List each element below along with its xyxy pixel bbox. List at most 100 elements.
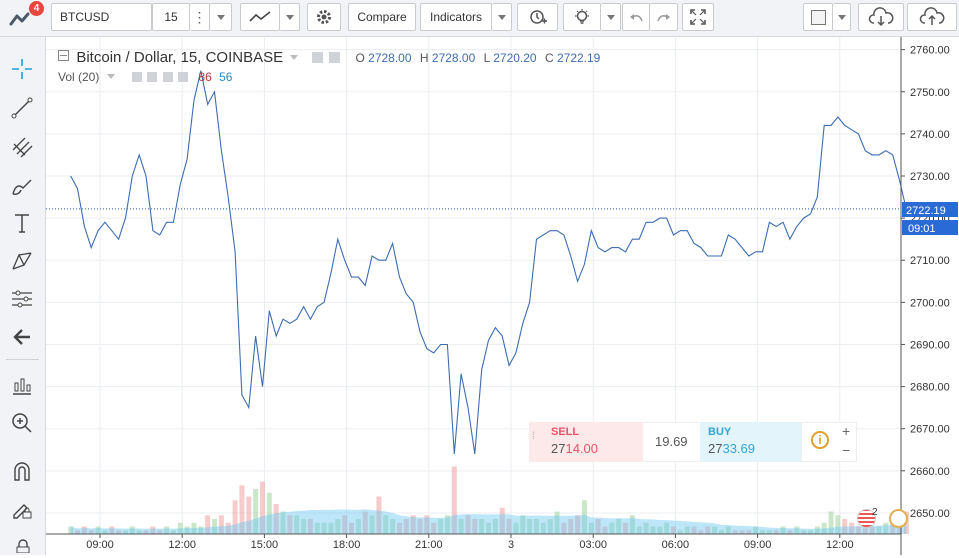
volume-bar <box>116 530 122 534</box>
notification-badge[interactable]: 4 <box>29 1 44 16</box>
event-count: 2 <box>872 507 878 518</box>
chart-style-dropdown[interactable] <box>280 3 300 31</box>
chevron-down-icon[interactable] <box>106 74 115 79</box>
redo-button[interactable] <box>650 3 678 31</box>
sell-price-main: 14.00 <box>565 441 599 456</box>
volume-bar <box>650 526 656 534</box>
undo-button[interactable] <box>622 3 650 31</box>
collapse-legend-icon[interactable] <box>58 50 69 61</box>
logo-cloud-icon[interactable] <box>8 8 36 30</box>
measure-tool[interactable] <box>8 285 36 313</box>
text-tool[interactable] <box>8 209 36 237</box>
volume-bar <box>855 526 861 534</box>
crosshair-tool[interactable] <box>8 55 36 83</box>
load-chart-button[interactable] <box>858 3 904 31</box>
layout-dropdown[interactable] <box>833 3 851 31</box>
quantity-plus-button[interactable]: + <box>842 423 851 439</box>
light-bulb-icon <box>575 9 589 24</box>
last-price-tag-bg <box>902 202 958 217</box>
zoom-in-icon <box>12 413 32 433</box>
hints-dropdown[interactable] <box>601 3 621 31</box>
chart-area[interactable]: 2650.00 2660.00 2670.00 2680.00 2690.00 2700.… <box>46 37 959 555</box>
drawing-toolbar <box>0 37 46 555</box>
volume-bar <box>225 522 231 534</box>
title-dropdown-icon[interactable] <box>290 55 299 60</box>
low-value: 2720.20 <box>493 51 537 65</box>
lock-drawing-tool[interactable] <box>8 495 36 523</box>
close-label: C <box>544 51 554 65</box>
bars-pattern-tool[interactable] <box>8 371 36 399</box>
settings-icon[interactable] <box>311 52 323 63</box>
volume-indicator-label[interactable]: Vol (20) <box>58 70 100 84</box>
buy-label: BUY <box>708 426 732 438</box>
pitchfork-tool[interactable] <box>8 133 36 161</box>
compare-button[interactable]: Compare <box>348 3 416 31</box>
alert-button[interactable] <box>517 3 558 31</box>
time-tick-label: 21:00 <box>415 539 443 551</box>
fullscreen-button[interactable] <box>682 3 714 31</box>
volume-bar <box>205 515 211 534</box>
hide-toolbar-button[interactable] <box>8 323 36 351</box>
volume-bar <box>246 496 252 534</box>
crosshair-icon <box>12 59 32 79</box>
magnet-tool[interactable] <box>8 457 36 485</box>
volume-bar <box>876 526 882 534</box>
volume-bar <box>212 519 218 534</box>
interval-button[interactable]: 15 <box>152 3 190 31</box>
volume-bar <box>807 530 813 534</box>
drag-handle-icon[interactable]: ⁞ <box>532 431 535 442</box>
volume-value-up: 56 <box>219 70 233 84</box>
sell-price-prefix: 27 <box>551 441 566 456</box>
volume-bar <box>232 500 238 534</box>
sell-price: 2714.00 <box>551 441 598 456</box>
chart-style-button[interactable] <box>240 3 280 31</box>
indicators-button[interactable]: Indicators <box>420 3 492 31</box>
volume-bar <box>273 504 279 534</box>
volume-bar <box>643 522 649 534</box>
layout-button[interactable] <box>803 3 833 31</box>
volume-bar <box>362 511 368 534</box>
time-tick-label: 12:00 <box>168 539 196 551</box>
close-icon[interactable] <box>178 72 189 82</box>
redo-icon <box>656 14 670 22</box>
volume-bar <box>314 522 320 534</box>
buy-price-main: 33.69 <box>722 441 756 456</box>
settings-icon[interactable] <box>147 72 158 82</box>
brush-tool[interactable] <box>8 173 36 201</box>
interval-dropdown[interactable] <box>210 3 232 31</box>
gear-icon <box>317 10 331 24</box>
buy-button[interactable]: BUY 2733.69 <box>700 422 801 462</box>
volume-bar <box>732 530 738 534</box>
economic-event-flag-icon[interactable] <box>857 509 876 528</box>
arrow-left-icon <box>13 329 30 345</box>
volume-bar <box>814 526 820 534</box>
symbol-title[interactable]: Bitcoin / Dollar, 15, COINBASE <box>76 49 284 66</box>
volume-bar <box>321 522 327 534</box>
close-icon[interactable] <box>329 52 341 63</box>
symbol-input[interactable]: BTCUSD <box>51 3 152 31</box>
save-chart-button[interactable] <box>907 3 957 31</box>
chart-legend: Bitcoin / Dollar, 15, COINBASE O 2728.00… <box>58 49 600 66</box>
economic-event-flag-icon[interactable] <box>889 509 908 528</box>
sell-button[interactable]: ⁞ SELL 2714.00 <box>529 422 643 462</box>
volume-bar <box>492 519 498 534</box>
indicators-dropdown[interactable] <box>492 3 512 31</box>
info-icon[interactable]: i <box>811 431 829 449</box>
quantity-minus-button[interactable]: − <box>842 442 851 458</box>
open-label: O <box>355 51 365 65</box>
interval-more-button[interactable]: ⋮ <box>190 3 210 31</box>
volume-bar <box>760 530 766 534</box>
volume-bar <box>164 526 170 534</box>
hints-button[interactable] <box>563 3 601 31</box>
trend-line-tool[interactable] <box>8 94 36 122</box>
close-value: 2722.19 <box>556 51 601 65</box>
zoom-tool[interactable] <box>8 409 36 437</box>
time-tick-label: 3 <box>508 539 514 551</box>
high-value: 2728.00 <box>431 51 476 65</box>
pattern-tool[interactable] <box>8 247 36 275</box>
settings-button[interactable] <box>307 3 341 31</box>
lock-icon[interactable] <box>15 539 31 554</box>
plus-icon[interactable] <box>162 72 173 82</box>
eye-icon[interactable] <box>132 72 143 82</box>
volume-bar <box>177 522 183 534</box>
